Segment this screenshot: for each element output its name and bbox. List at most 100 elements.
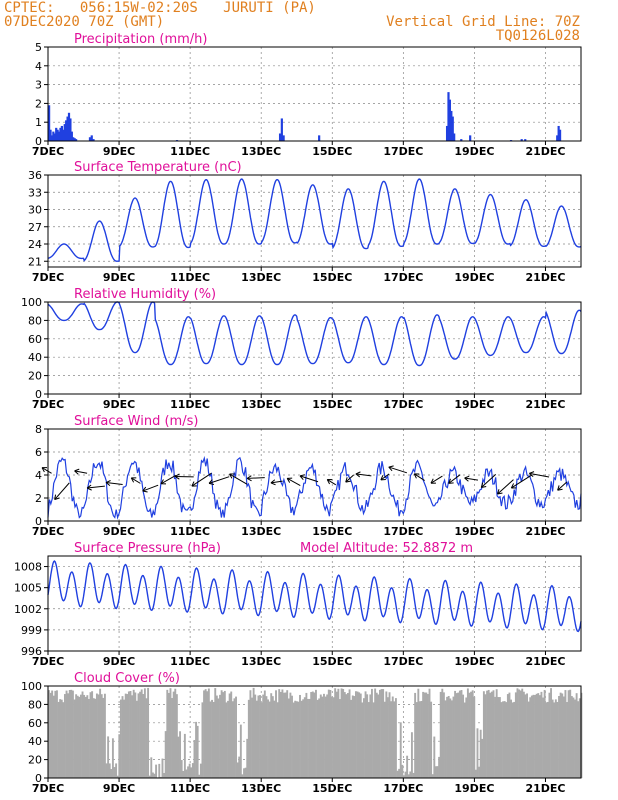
cloud-bar xyxy=(350,699,353,778)
x-tick-label: 9DEC xyxy=(103,271,135,284)
cloud-bar xyxy=(505,702,508,778)
x-tick-label: 13DEC xyxy=(241,782,281,795)
cloud-bar xyxy=(99,688,102,778)
panel-4: 996 999 1002 1005 1008 7DEC 9DEC 11DEC 13DEC 15DE… xyxy=(14,541,582,668)
cloud-bar xyxy=(471,690,474,778)
cloud-bar xyxy=(385,691,388,778)
y-tick-label: 27 xyxy=(28,221,42,234)
x-tick-label: 11DEC xyxy=(170,271,210,284)
panel-title: Cloud Cover (%) xyxy=(74,671,180,686)
cloud-bar xyxy=(508,692,511,778)
cloud-bar xyxy=(559,692,562,778)
cloud-bar xyxy=(447,695,450,778)
cloud-bar xyxy=(118,734,121,778)
cloud-bar xyxy=(113,767,116,778)
cloud-bar xyxy=(139,691,142,778)
cloud-bar xyxy=(444,700,447,778)
x-tick-label: 15DEC xyxy=(312,782,352,795)
cloud-bar xyxy=(103,693,106,778)
y-tick-label: 40 xyxy=(28,351,42,364)
y-tick-label: 30 xyxy=(28,204,42,217)
cloud-bar xyxy=(79,694,82,778)
cloud-bar xyxy=(145,698,148,778)
pressure-line xyxy=(47,560,582,633)
cloud-bar xyxy=(48,690,50,778)
cloud-bar xyxy=(217,698,220,778)
y-tick-label: 100 xyxy=(21,296,42,309)
cloud-bar xyxy=(562,696,565,778)
precip-bar xyxy=(65,120,68,141)
wind-arrow-head xyxy=(380,475,386,481)
x-tick-label: 17DEC xyxy=(383,271,423,284)
cloud-bar xyxy=(211,699,213,778)
x-tick-label: 7DEC xyxy=(32,145,64,158)
cloud-bar xyxy=(347,693,349,778)
cloud-bar xyxy=(577,701,580,778)
cloud-bar xyxy=(68,689,71,778)
cloud-bar xyxy=(409,771,412,778)
cloud-bar xyxy=(281,689,284,778)
cloud-bar xyxy=(143,688,146,778)
cloud-bar xyxy=(386,697,389,778)
y-tick-label: 20 xyxy=(28,370,42,383)
x-tick-label: 21DEC xyxy=(525,525,565,538)
cloud-bar xyxy=(370,688,373,778)
x-tick-label: 21DEC xyxy=(525,145,565,158)
precip-bar xyxy=(67,112,71,141)
cloud-bar xyxy=(396,770,399,778)
cloud-bar xyxy=(566,702,568,778)
precip-bar xyxy=(450,110,453,141)
wind-arrow xyxy=(191,472,212,487)
cloud-bar xyxy=(97,694,100,778)
cloud-bar xyxy=(578,698,581,778)
wind-arrow-head xyxy=(497,489,503,495)
wind-arrow-head xyxy=(160,479,167,485)
precip-bar xyxy=(280,118,283,141)
cloud-bar xyxy=(75,694,78,778)
cloud-bar xyxy=(513,701,516,778)
cloud-bar xyxy=(263,690,266,778)
cloud-bar xyxy=(327,689,330,778)
cloud-bar xyxy=(185,769,188,778)
x-tick-label: 9DEC xyxy=(103,782,135,795)
cloud-bar xyxy=(383,701,386,778)
temperature-line xyxy=(47,178,582,262)
x-tick-label: 21DEC xyxy=(525,398,565,411)
x-tick-label: 7DEC xyxy=(32,655,64,668)
cloud-bar xyxy=(521,688,524,778)
y-tick-label: 4 xyxy=(35,60,42,73)
cloud-bar xyxy=(457,692,460,778)
wind-arrow xyxy=(54,482,70,500)
x-tick-label: 13DEC xyxy=(241,398,281,411)
y-tick-label: 1 xyxy=(35,116,42,129)
panel-border xyxy=(47,428,582,522)
cloud-bar xyxy=(564,690,567,778)
cloud-bar xyxy=(126,694,129,778)
precip-bar xyxy=(72,137,75,141)
wind-arrow-head xyxy=(74,468,80,475)
y-tick-label: 0 xyxy=(35,135,42,148)
precip-bar xyxy=(556,135,559,141)
cloud-bar xyxy=(553,702,556,778)
cloud-bar xyxy=(323,693,325,778)
x-tick-label: 17DEC xyxy=(383,782,423,795)
precip-bar xyxy=(56,129,59,141)
cloud-bar xyxy=(473,696,476,778)
wind-arrow xyxy=(413,473,425,482)
cloud-bar xyxy=(116,775,119,778)
cloud-bar xyxy=(132,689,135,778)
x-tick-label: 15DEC xyxy=(312,398,352,411)
cloud-bar xyxy=(87,698,90,778)
cloud-bar xyxy=(89,692,92,778)
x-tick-label: 19DEC xyxy=(454,145,494,158)
cloud-bar xyxy=(529,697,532,778)
cloud-bar xyxy=(479,729,482,778)
cloud-bar xyxy=(65,690,68,778)
cloud-bar xyxy=(158,763,161,778)
cloud-bar xyxy=(398,768,401,778)
cloud-bar xyxy=(356,691,359,778)
cloud-bar xyxy=(81,691,84,778)
cloud-bar xyxy=(406,755,409,778)
wind-arrow-head xyxy=(480,482,487,488)
cloud-bar xyxy=(131,695,134,778)
